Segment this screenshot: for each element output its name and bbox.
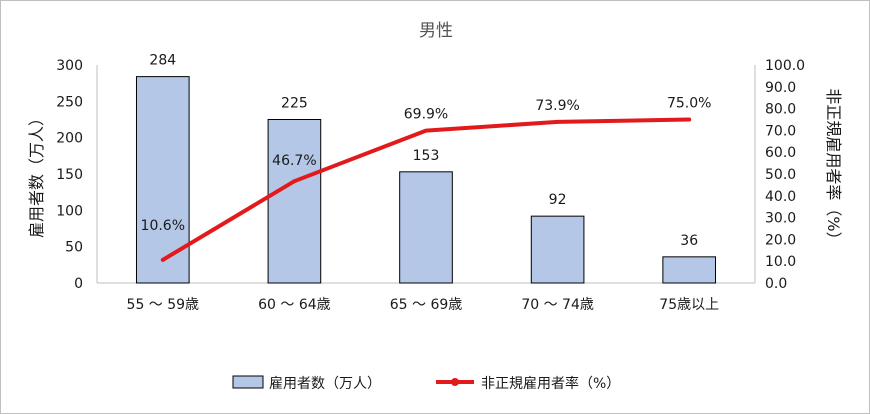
y-right-tick-label-3: 30.0 bbox=[765, 211, 796, 227]
y-left-tick-label-5: 250 bbox=[56, 94, 83, 110]
line-point-2 bbox=[424, 128, 428, 133]
y-left-tick-label-4: 200 bbox=[56, 131, 83, 147]
y-left-tick-label-6: 300 bbox=[56, 58, 83, 74]
legend-line-marker bbox=[451, 378, 459, 386]
bar-value-label-1: 225 bbox=[281, 96, 308, 112]
y-right-tick-label-0: 0.0 bbox=[765, 276, 787, 292]
line-point-4 bbox=[687, 117, 691, 122]
y-right-tick-label-8: 80.0 bbox=[765, 102, 796, 118]
y-right-tick-label-1: 10.0 bbox=[765, 254, 796, 270]
line-value-label-2: 69.9% bbox=[404, 107, 448, 123]
legend-line-label: 非正規雇用者率（%） bbox=[481, 375, 620, 392]
y-right-tick-label-9: 90.0 bbox=[765, 80, 796, 96]
y-right-tick-label-7: 70.0 bbox=[765, 123, 796, 139]
plot-area: 0 50 100 150 200 250 300 0.0 10.0 20.0 30.0 40.0 50.… bbox=[56, 53, 805, 313]
line-point-1 bbox=[292, 179, 297, 183]
bar-value-label-0: 284 bbox=[149, 53, 176, 69]
line-value-label-4: 75.0% bbox=[667, 96, 711, 112]
y-right-tick-label-5: 50.0 bbox=[765, 167, 796, 183]
bar-1 bbox=[267, 119, 322, 284]
legend: 雇用者数（万人） 非正規雇用者率（%） bbox=[232, 375, 620, 392]
y-left-tick-label-0: 0 bbox=[74, 276, 83, 292]
line-point-0 bbox=[161, 258, 165, 262]
x-tick-label-3: 70 ～ 74歳 bbox=[521, 297, 594, 313]
legend-bar-swatch bbox=[232, 375, 264, 389]
x-tick-label-0: 55 ～ 59歳 bbox=[127, 297, 200, 313]
y-left-tick-label-1: 50 bbox=[65, 240, 83, 256]
y-right-tick-label-4: 40.0 bbox=[765, 189, 796, 205]
line-point-3 bbox=[555, 120, 560, 124]
bar-value-label-2: 153 bbox=[413, 148, 440, 164]
y-axis-right-label: 非正規雇用者率（%） bbox=[824, 88, 843, 247]
y-axis-left-label: 雇用者数（万人） bbox=[27, 110, 46, 238]
y-right-tick-label-10: 100.0 bbox=[765, 58, 805, 74]
bar-0 bbox=[135, 76, 190, 284]
y-right-tick-label-2: 20.0 bbox=[765, 232, 796, 248]
bar-3 bbox=[530, 215, 585, 284]
legend-bar-label: 雇用者数（万人） bbox=[269, 375, 381, 392]
line-value-label-0: 10.6% bbox=[141, 218, 185, 234]
y-right-tick-label-6: 60.0 bbox=[765, 145, 796, 161]
y-left-tick-label-3: 150 bbox=[56, 167, 83, 183]
line-value-label-3: 73.9% bbox=[535, 98, 579, 114]
x-tick-label-2: 65 ～ 69歳 bbox=[390, 297, 463, 313]
bar-value-label-4: 36 bbox=[680, 233, 698, 249]
x-tick-label-4: 75歳以上 bbox=[659, 297, 719, 313]
bar-2 bbox=[399, 171, 453, 284]
bar-value-label-3: 92 bbox=[549, 192, 567, 208]
y-left-tick-label-2: 100 bbox=[56, 203, 83, 219]
bar-4 bbox=[662, 256, 717, 284]
line-value-label-1: 46.7% bbox=[272, 153, 316, 169]
chart-title: 男性 bbox=[419, 21, 453, 41]
x-tick-label-1: 60 ～ 64歳 bbox=[258, 297, 331, 313]
